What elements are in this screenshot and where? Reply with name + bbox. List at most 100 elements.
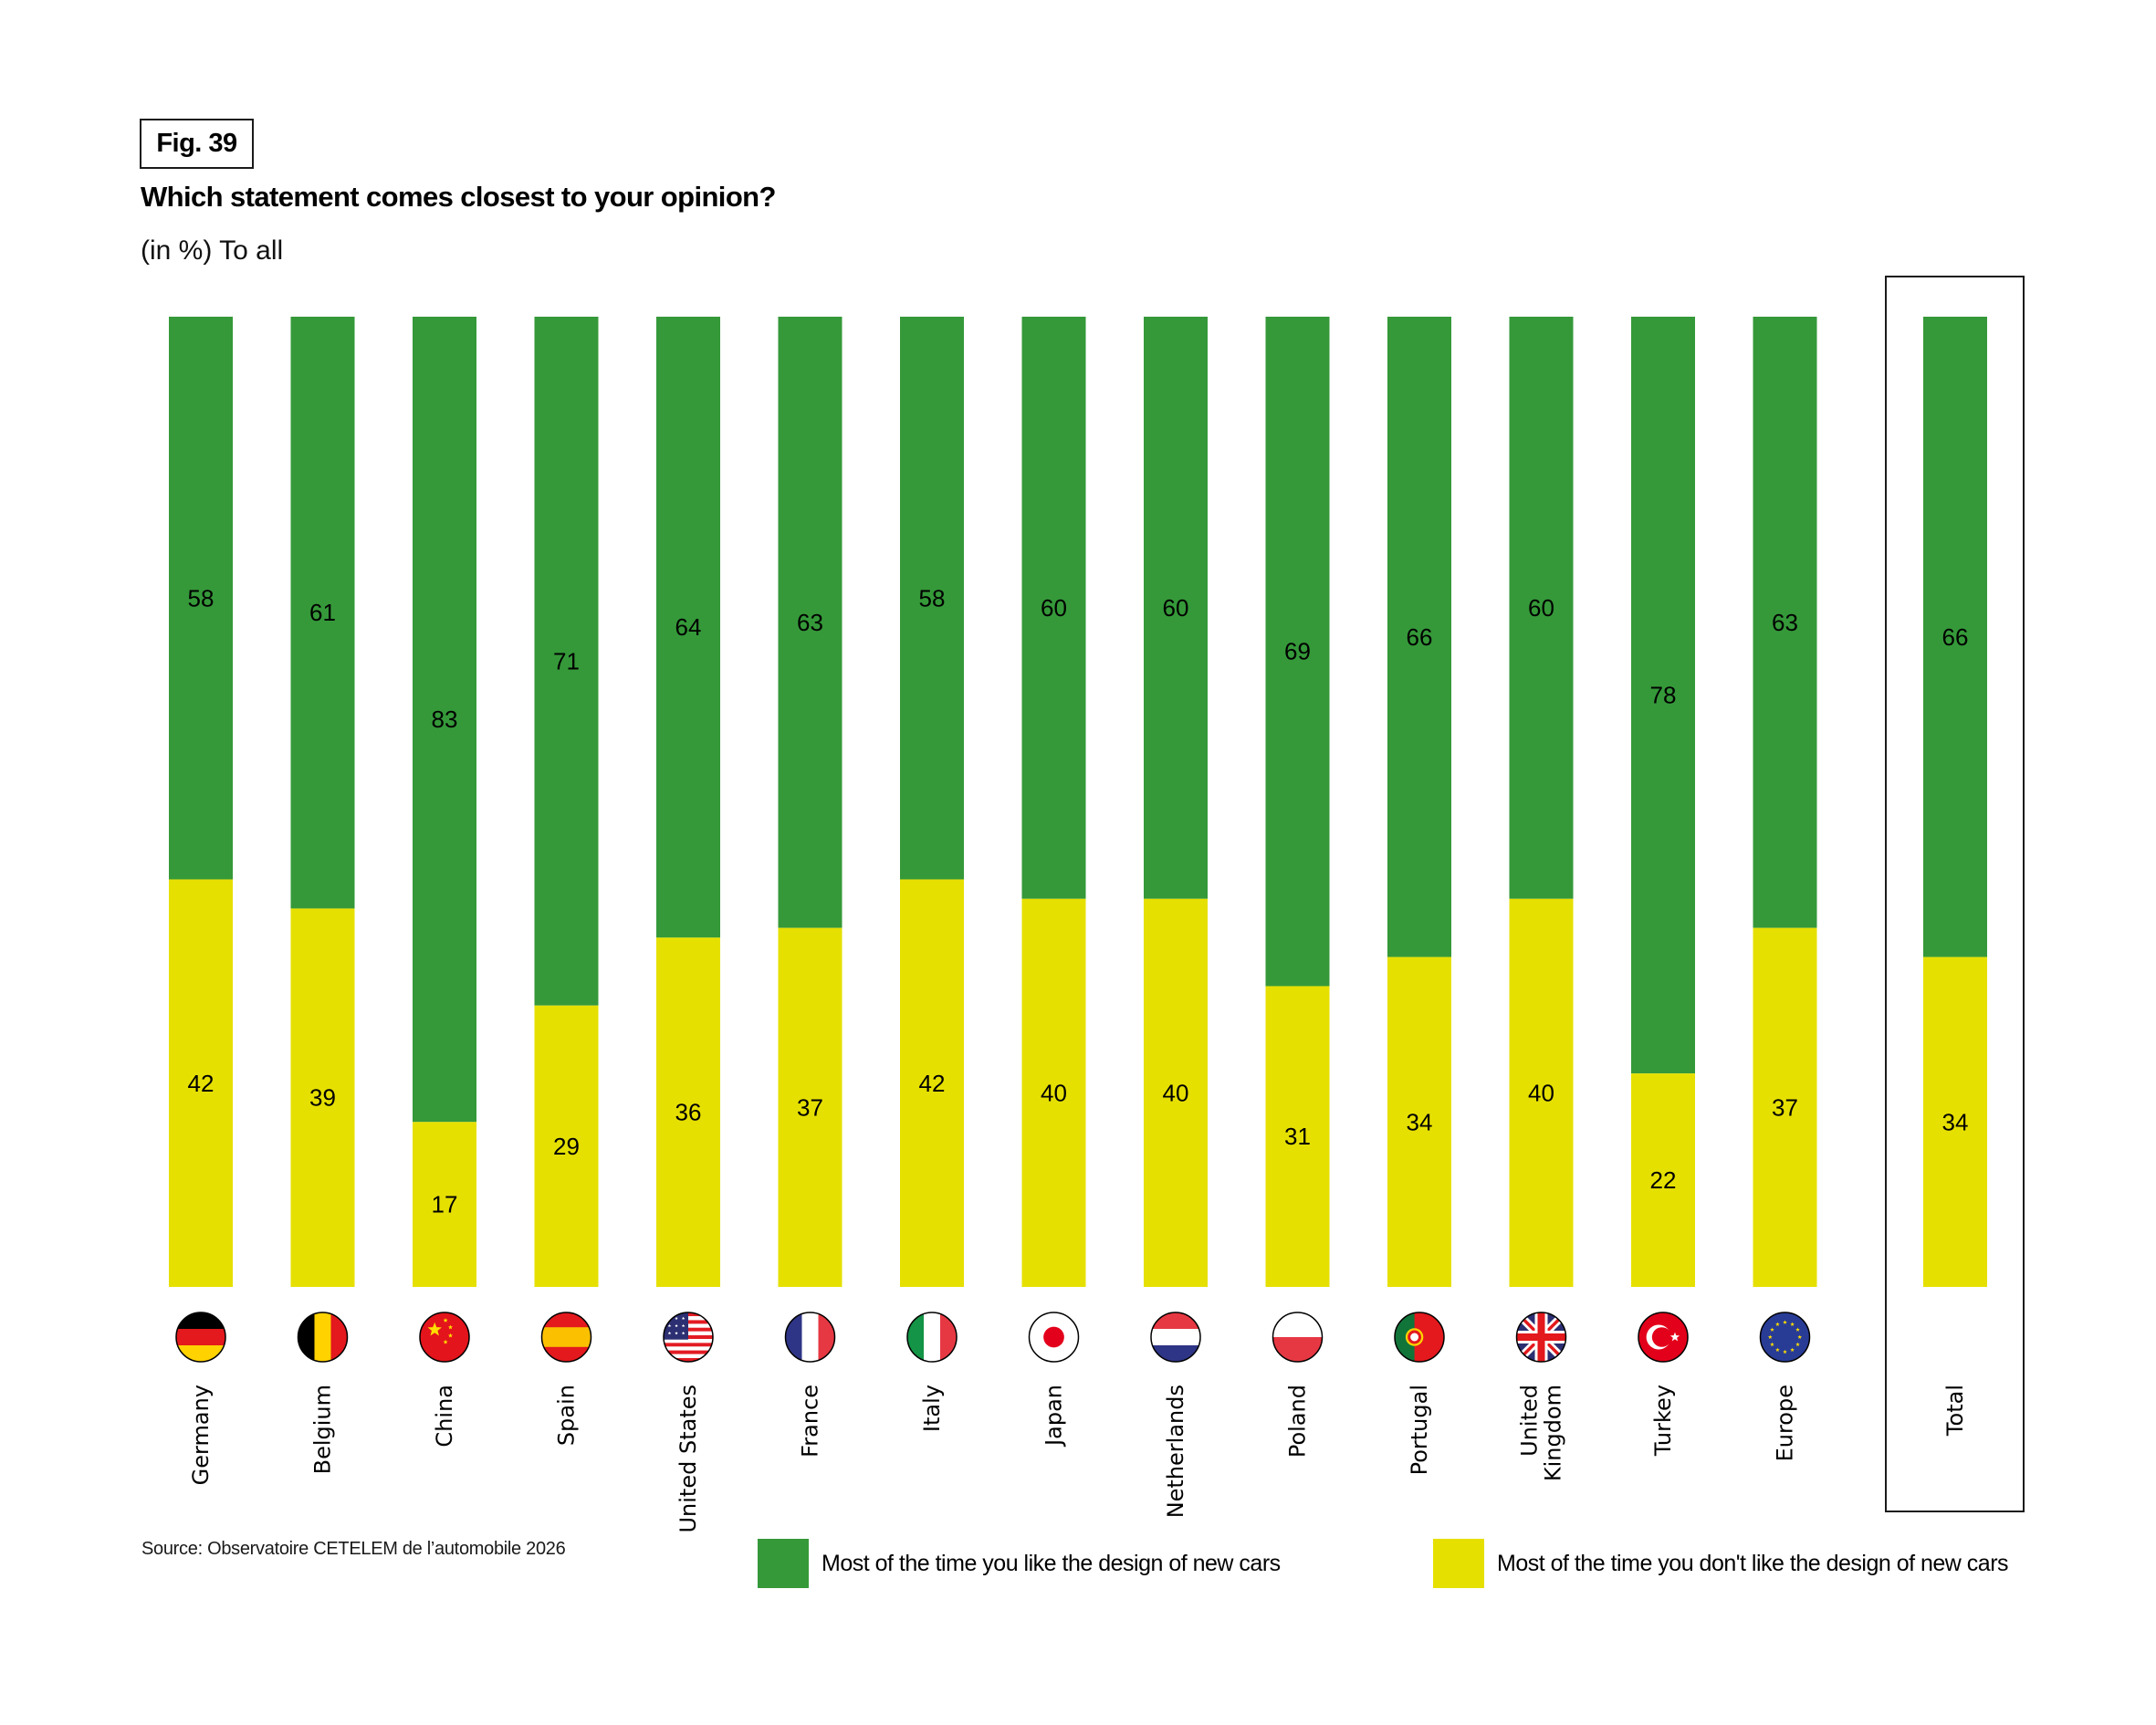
legend-label-like: Most of the time you like the design of …: [822, 1550, 1281, 1576]
category-label-portugal: Portugal: [1407, 1385, 1432, 1475]
value-label-dislike-europe: 37: [1772, 1093, 1798, 1121]
value-label-dislike-united-states: 36: [675, 1099, 702, 1126]
turkey-flag-icon: [1638, 1312, 1688, 1362]
belgium-flag-outline: [297, 1312, 349, 1363]
value-labels-group: 58 42 61 39 83 17 71 29 64 36 63 37 58 42 60 40 60 40 69 31…: [188, 584, 1969, 1218]
legend-item-dislike: Most of the time you don't like the desi…: [1433, 1539, 2009, 1588]
value-label-like-united-kingdom: 60: [1528, 594, 1554, 622]
bar-dislike-netherlands: [1144, 898, 1208, 1287]
bar-dislike-europe: [1753, 927, 1817, 1287]
value-label-dislike-poland: 31: [1284, 1123, 1311, 1150]
bar-dislike-spain: [534, 1005, 599, 1287]
value-label-like-total: 66: [1942, 623, 1969, 651]
bar-dislike-france: [778, 927, 843, 1287]
value-label-dislike-united-kingdom: 40: [1528, 1079, 1554, 1106]
bar-dislike-turkey: [1631, 1073, 1695, 1287]
bar-like-united-states: [656, 317, 720, 938]
china-flag-outline: [419, 1312, 470, 1363]
eu-flag-icon: [1760, 1312, 1810, 1362]
bar-dislike-united-states: [656, 937, 720, 1287]
value-label-dislike-italy: 42: [919, 1070, 946, 1097]
bar-like-belgium: [290, 317, 355, 909]
bars-group: [169, 317, 1987, 1287]
category-label-europe: Europe: [1773, 1385, 1798, 1461]
category-label-united-states: United States: [675, 1385, 701, 1533]
bar-like-spain: [534, 317, 599, 1006]
value-label-dislike-spain: 29: [553, 1133, 580, 1160]
value-label-like-japan: 60: [1041, 594, 1067, 622]
value-label-like-united-states: 64: [675, 613, 702, 641]
category-label-france: France: [798, 1385, 823, 1458]
bar-like-europe: [1753, 317, 1817, 928]
value-label-dislike-germany: 42: [188, 1070, 215, 1097]
category-label-spain: Spain: [554, 1385, 580, 1446]
category-label-turkey: Turkey: [1650, 1385, 1676, 1457]
category-label-italy: Italy: [919, 1385, 945, 1432]
netherlands-flag-outline: [1150, 1312, 1201, 1363]
usa-flag-icon: [664, 1312, 713, 1362]
italy-flag-icon: [907, 1312, 957, 1362]
bar-dislike-italy: [900, 879, 964, 1287]
bar-dislike-japan: [1021, 898, 1086, 1287]
legend-swatch-like: [758, 1539, 809, 1588]
value-label-like-belgium: 61: [309, 599, 336, 626]
category-labels-group: Germany Belgium China Spain United States Fra…: [188, 1385, 1968, 1533]
germany-flag-icon: [176, 1312, 225, 1362]
bar-like-poland: [1265, 317, 1330, 987]
value-label-like-poland: 69: [1284, 638, 1311, 665]
poland-flag-outline: [1272, 1312, 1324, 1363]
value-label-dislike-china: 17: [432, 1191, 458, 1218]
value-label-dislike-france: 37: [797, 1093, 823, 1121]
source-note: Source: Observatoire CETELEM de l’automo…: [141, 1539, 566, 1559]
value-label-dislike-turkey: 22: [1650, 1166, 1677, 1194]
value-label-like-germany: 58: [188, 584, 215, 612]
value-label-like-portugal: 66: [1407, 623, 1433, 651]
legend-item-like: Most of the time you like the design of …: [758, 1539, 1281, 1588]
turkey-flag-outline: [1638, 1312, 1689, 1363]
category-label-united-kingdom: Kingdom: [1541, 1385, 1566, 1481]
bar-dislike-united-kingdom: [1509, 898, 1574, 1287]
spain-flag-outline: [540, 1312, 592, 1363]
bar-like-portugal: [1387, 317, 1451, 957]
category-label-belgium: Belgium: [310, 1385, 336, 1474]
bar-dislike-poland: [1265, 986, 1330, 1287]
value-label-dislike-netherlands: 40: [1163, 1079, 1189, 1106]
figure-number-box: Fig. 39: [140, 119, 254, 169]
china-flag-icon: [420, 1312, 469, 1362]
chart-title: Which statement comes closest to your op…: [141, 181, 776, 213]
category-label-japan: Japan: [1041, 1385, 1067, 1448]
bar-like-italy: [900, 317, 964, 880]
figure-number: Fig. 39: [156, 129, 237, 158]
value-label-like-spain: 71: [553, 647, 580, 674]
value-label-like-china: 83: [432, 706, 458, 733]
chart-subtitle: (in %) To all: [141, 235, 284, 266]
category-label-netherlands: Netherlands: [1163, 1385, 1188, 1518]
germany-flag-outline: [175, 1312, 226, 1363]
usa-flag-outline: [663, 1312, 714, 1363]
bar-like-germany: [169, 317, 233, 880]
value-label-dislike-portugal: 34: [1407, 1108, 1433, 1135]
value-label-like-italy: 58: [919, 584, 946, 612]
bar-dislike-china: [413, 1122, 476, 1287]
france-flag-icon: [785, 1312, 835, 1362]
value-label-dislike-japan: 40: [1041, 1079, 1067, 1106]
value-label-dislike-total: 34: [1942, 1108, 1969, 1135]
bar-like-china: [413, 317, 476, 1123]
bar-like-france: [778, 317, 843, 928]
belgium-flag-icon: [298, 1312, 348, 1362]
bar-like-netherlands: [1144, 317, 1208, 899]
category-label-total: Total: [1942, 1385, 1968, 1437]
bar-like-united-kingdom: [1509, 317, 1574, 899]
value-label-like-turkey: 78: [1650, 682, 1677, 709]
legend-label-dislike: Most of the time you don't like the desi…: [1497, 1550, 2009, 1576]
spain-flag-icon: [541, 1312, 591, 1362]
value-label-dislike-belgium: 39: [309, 1084, 336, 1112]
portugal-flag-icon: [1395, 1312, 1444, 1362]
flags-group: [175, 1312, 1811, 1363]
value-label-like-netherlands: 60: [1163, 594, 1189, 622]
bar-dislike-total: [1923, 957, 1987, 1287]
netherlands-flag-icon: [1151, 1312, 1200, 1362]
uk-flag-outline: [1515, 1312, 1567, 1363]
value-label-like-france: 63: [797, 609, 823, 636]
japan-flag-icon: [1029, 1312, 1079, 1362]
